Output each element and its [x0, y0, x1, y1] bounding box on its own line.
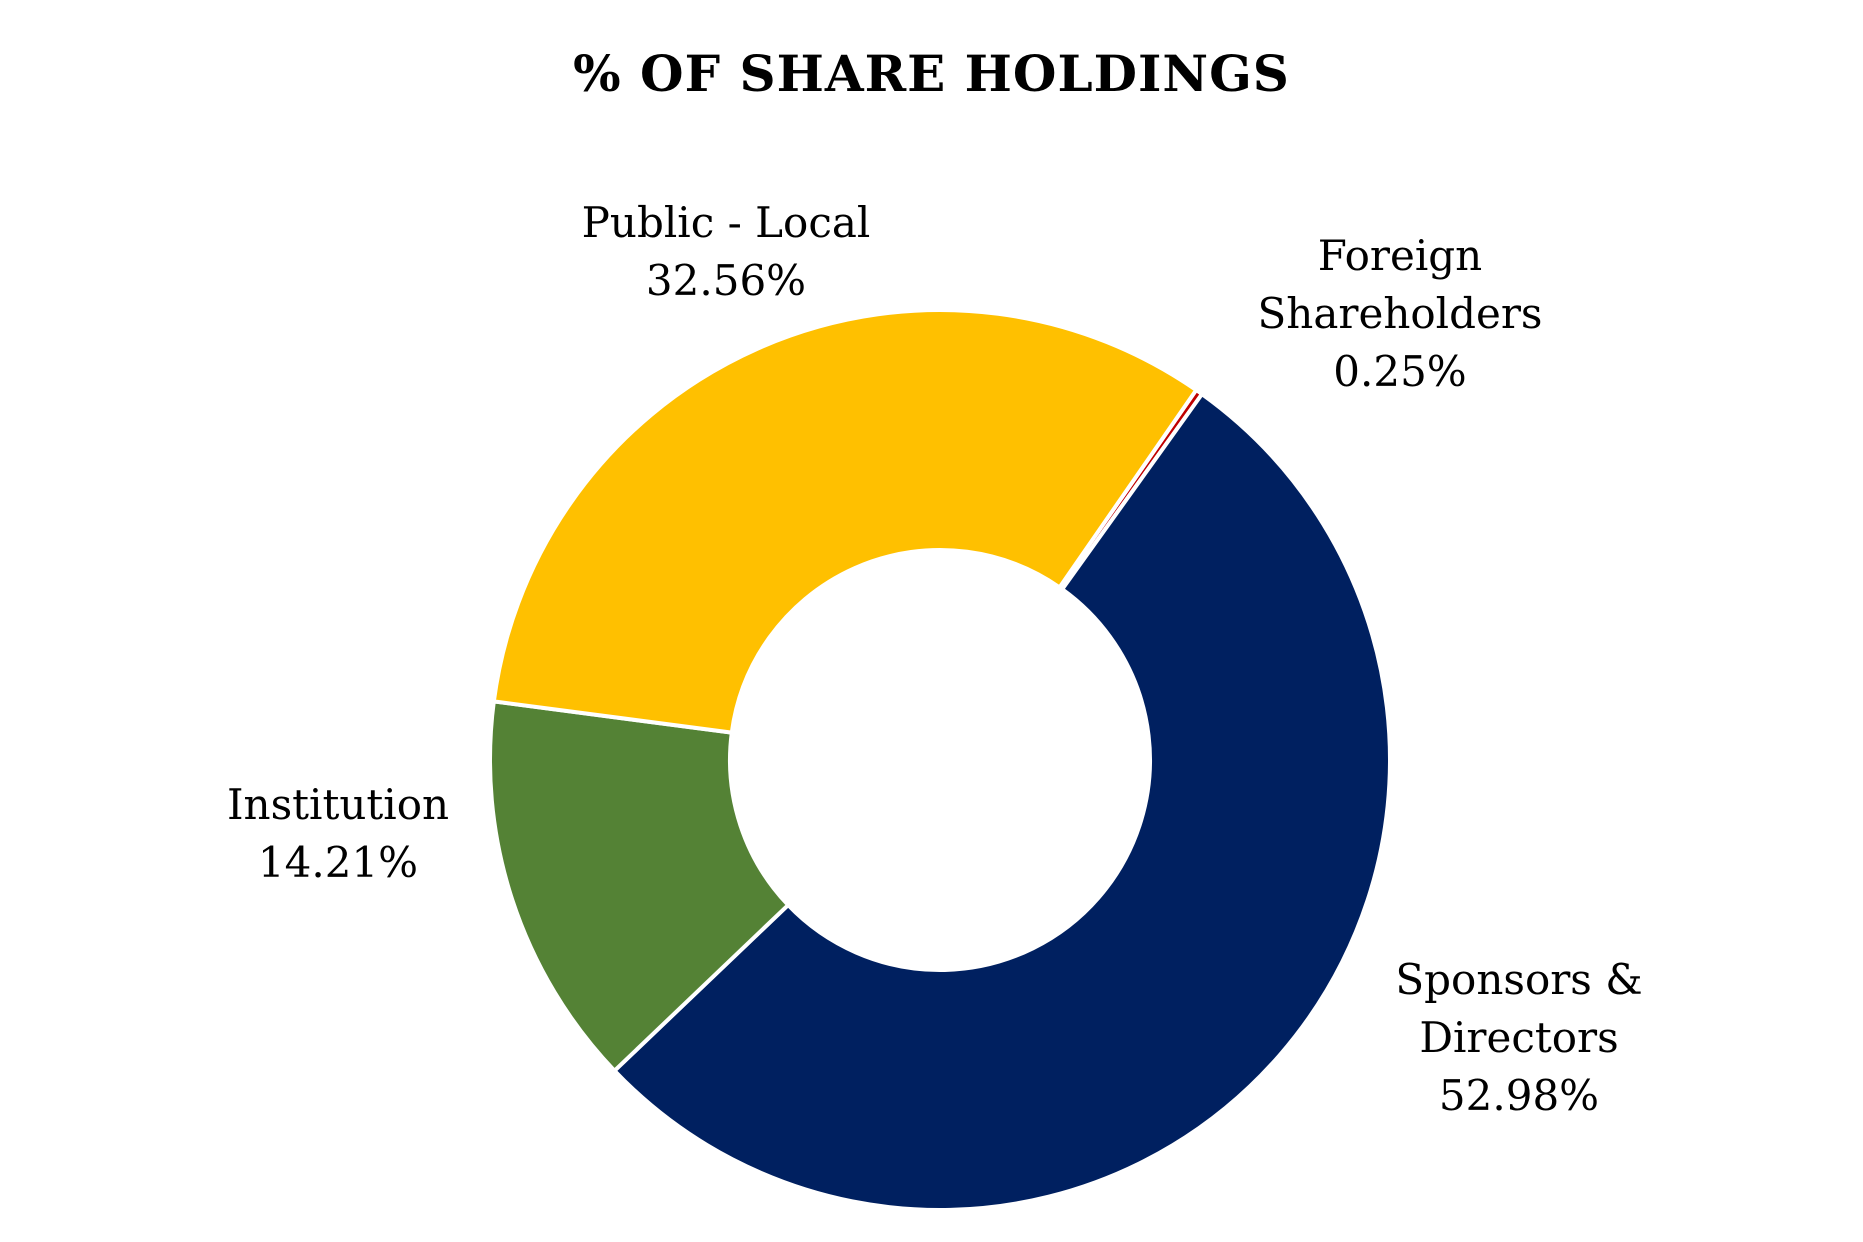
donut-slice — [488, 699, 791, 1074]
value-label: 52.98% — [1438, 1071, 1600, 1120]
value-label: 14.21% — [257, 838, 419, 887]
slice-label: Institution 14.21% — [188, 776, 488, 892]
slice-label: Sponsors & Directors 52.98% — [1379, 951, 1659, 1125]
donut-slice — [491, 308, 1199, 735]
category-label: Sponsors & Directors — [1395, 955, 1643, 1062]
value-label: 0.25% — [1333, 347, 1467, 396]
category-label: Institution — [226, 780, 450, 829]
category-label: Foreign Shareholders — [1257, 231, 1543, 338]
category-label: Public - Local — [581, 198, 871, 247]
slice-label: Foreign Shareholders 0.25% — [1240, 227, 1560, 401]
slice-label: Public - Local 32.56% — [526, 194, 926, 310]
donut-slice — [611, 391, 1392, 1212]
chart-title: % OF SHARE HOLDINGS — [573, 44, 1290, 103]
value-label: 32.56% — [645, 256, 807, 305]
